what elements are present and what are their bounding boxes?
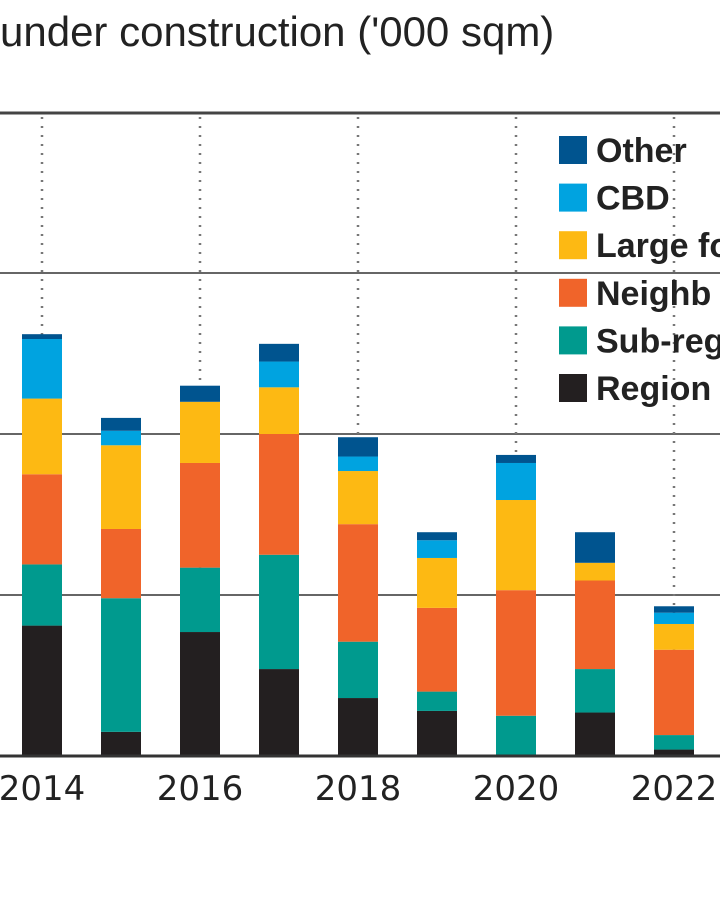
x-tick-label-2016: 2016: [157, 769, 244, 809]
bars-layer: [22, 334, 694, 756]
bar-2016-neighbourhood: [180, 462, 220, 568]
bar-2019-cbd: [417, 540, 457, 558]
bar-2015-sub-regional: [101, 598, 141, 732]
legend-label-other: Other: [596, 132, 687, 170]
bar-2014-regional: [22, 625, 62, 756]
bar-2019-neighbourhood: [417, 607, 457, 692]
bar-2019-other: [417, 532, 457, 541]
bar-2016-regional: [180, 632, 220, 756]
bar-2018-large-format: [338, 471, 378, 525]
bar-2015-large-format: [101, 445, 141, 529]
bar-2022-neighbourhood: [654, 649, 694, 736]
bar-2017-regional: [259, 669, 299, 756]
bar-2017-large-format: [259, 387, 299, 434]
bar-2015-other: [101, 417, 141, 431]
bar-2022-sub-regional: [654, 735, 694, 750]
legend: Other CBD Large fo Neighb Sub-reg Region: [559, 132, 720, 408]
bar-2019-sub-regional: [417, 691, 457, 711]
x-tick-label-2014: 2014: [0, 769, 85, 809]
bar-2019-regional: [417, 710, 457, 756]
legend-swatch-other: [559, 136, 587, 164]
bar-2018-neighbourhood: [338, 524, 378, 642]
bar-2021-neighbourhood: [575, 580, 615, 670]
x-tick-label-2018: 2018: [315, 769, 402, 809]
legend-swatch-large-fo: [559, 231, 587, 260]
bar-2017-cbd: [259, 361, 299, 388]
bar-2020-large-format: [496, 500, 536, 591]
legend-label-neighb: Neighb: [596, 275, 711, 313]
bar-2021-large-format: [575, 562, 615, 581]
bar-2022-other: [654, 606, 694, 613]
bar-2020-cbd: [496, 462, 536, 501]
bar-2016-sub-regional: [180, 567, 220, 633]
x-tick-label-2020: 2020: [473, 769, 560, 809]
legend-swatch-neighb: [559, 278, 587, 307]
bar-2022-large-format: [654, 623, 694, 650]
legend-swatch-cbd: [559, 183, 587, 212]
bar-2021-sub-regional: [575, 669, 615, 713]
x-tick-labels: 2014 2016 2018 2020 2022: [0, 769, 717, 809]
bar-2017-sub-regional: [259, 554, 299, 670]
bar-2018-other: [338, 437, 378, 457]
bar-2018-regional: [338, 698, 378, 756]
chart-title: under construction ('000 sqm): [0, 8, 555, 55]
legend-label-sub-reg: Sub-reg: [596, 322, 720, 360]
bar-2015-regional: [101, 731, 141, 756]
legend-label-large-fo: Large fo: [596, 227, 720, 265]
bar-2019-large-format: [417, 557, 457, 608]
x-tick-label-2022: 2022: [631, 769, 718, 809]
legend-label-cbd: CBD: [596, 180, 670, 218]
bar-2021-regional: [575, 712, 615, 756]
bar-2016-large-format: [180, 401, 220, 463]
bar-2014-large-format: [22, 398, 62, 475]
bar-2022-regional: [654, 749, 694, 756]
bar-2022-cbd: [654, 612, 694, 624]
bar-2014-other: [22, 334, 62, 340]
bar-2017-neighbourhood: [259, 434, 299, 555]
bar-2018-cbd: [338, 456, 378, 472]
bar-2020-other: [496, 454, 536, 463]
bar-2020-neighbourhood: [496, 590, 536, 716]
bar-2020-sub-regional: [496, 715, 536, 756]
bar-2017-other: [259, 343, 299, 362]
bar-2014-neighbourhood: [22, 474, 62, 565]
bar-2015-cbd: [101, 430, 141, 446]
legend-swatch-region: [559, 374, 587, 402]
legend-swatch-sub-reg: [559, 326, 587, 355]
bar-2015-neighbourhood: [101, 528, 141, 599]
bar-2016-other: [180, 385, 220, 402]
legend-label-region: Region: [596, 370, 711, 408]
bar-2014-cbd: [22, 339, 62, 399]
bar-2018-sub-regional: [338, 641, 378, 699]
bar-2014-sub-regional: [22, 564, 62, 626]
bar-2021-other: [575, 532, 615, 563]
